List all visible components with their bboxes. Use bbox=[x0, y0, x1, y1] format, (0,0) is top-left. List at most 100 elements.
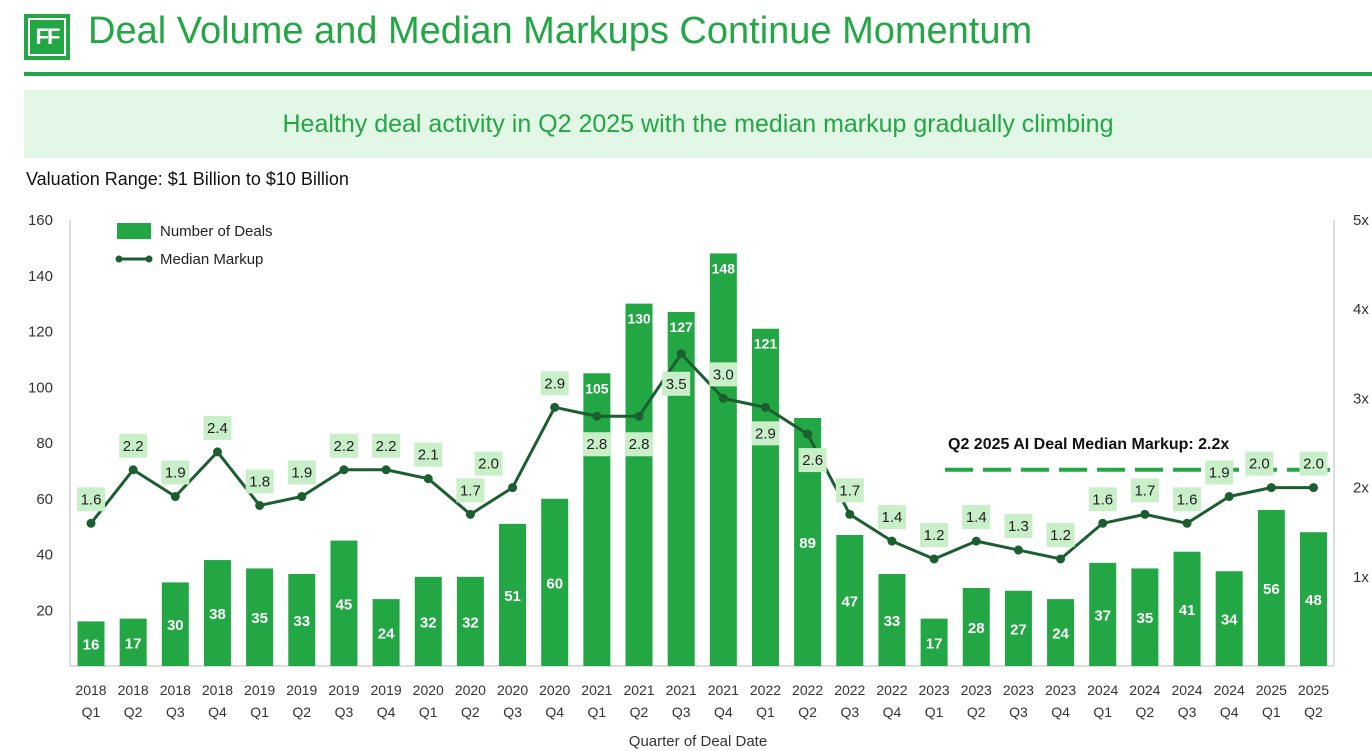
markup-value-label: 1.4 bbox=[882, 509, 903, 526]
y-tick-label-right: 3x bbox=[1353, 390, 1369, 407]
x-tick-label-quarter: Q4 bbox=[545, 704, 564, 720]
markup-value-label: 3.5 bbox=[666, 376, 687, 393]
markup-label-bg bbox=[329, 433, 358, 458]
markup-value-label: 1.9 bbox=[165, 465, 186, 482]
bar-value-label: 32 bbox=[420, 614, 437, 631]
logo-text: FF bbox=[28, 18, 66, 56]
x-tick-label-quarter: Q2 bbox=[124, 704, 143, 720]
bar bbox=[246, 568, 274, 666]
markup-label-bg bbox=[1299, 451, 1328, 476]
x-tick-label-year: 2020 bbox=[413, 682, 444, 698]
markup-point bbox=[634, 411, 644, 421]
bar bbox=[1300, 532, 1327, 666]
bar bbox=[119, 618, 147, 666]
markup-point bbox=[1182, 518, 1192, 528]
markup-point bbox=[508, 483, 518, 493]
annotation-label: Q2 2025 AI Deal Median Markup: 2.2x bbox=[948, 436, 1229, 453]
markup-value-label: 2.4 bbox=[207, 420, 228, 437]
markup-value-label: 2.0 bbox=[1303, 456, 1324, 473]
bar-value-label: 33 bbox=[293, 613, 310, 630]
markup-point bbox=[212, 447, 222, 457]
markup-point bbox=[1266, 483, 1276, 493]
bar-value-label: 45 bbox=[336, 596, 353, 613]
x-tick-label-year: 2022 bbox=[876, 682, 907, 698]
x-tick-label-year: 2022 bbox=[792, 682, 823, 698]
y-tick-label-left: 140 bbox=[28, 268, 53, 285]
bar-value-label: 37 bbox=[1094, 607, 1111, 624]
x-tick-label-year: 2018 bbox=[118, 682, 149, 698]
x-tick-label-quarter: Q3 bbox=[672, 704, 691, 720]
y-tick-label-right: 4x bbox=[1353, 301, 1369, 318]
x-tick-label-quarter: Q1 bbox=[419, 704, 438, 720]
markup-point bbox=[845, 509, 855, 519]
x-tick-label-year: 2021 bbox=[623, 682, 654, 698]
x-tick-label-year: 2025 bbox=[1298, 682, 1329, 698]
x-tick-label-year: 2020 bbox=[455, 682, 486, 698]
markup-value-label: 1.2 bbox=[1050, 527, 1071, 544]
x-tick-label-year: 2019 bbox=[244, 682, 275, 698]
bar bbox=[1004, 590, 1032, 666]
markup-label-bg bbox=[835, 478, 864, 503]
bar bbox=[414, 576, 442, 666]
markup-value-label: 2.6 bbox=[802, 452, 823, 469]
y-tick-label-left: 80 bbox=[36, 435, 53, 452]
markup-label-bg bbox=[372, 433, 401, 458]
markup-value-label: 3.0 bbox=[713, 366, 734, 383]
markup-value-label: 2.8 bbox=[629, 436, 650, 453]
bar bbox=[1173, 551, 1201, 666]
bar bbox=[1215, 571, 1243, 666]
markup-label-bg bbox=[77, 487, 105, 512]
markup-label-bg bbox=[161, 460, 190, 485]
markup-label-bg bbox=[1245, 451, 1274, 476]
title-divider bbox=[24, 72, 1372, 76]
x-tick-label-quarter: Q3 bbox=[1178, 704, 1197, 720]
x-tick-label-year: 2024 bbox=[1087, 682, 1118, 698]
x-tick-label-quarter: Q3 bbox=[503, 704, 522, 720]
bar-value-label: 89 bbox=[799, 535, 816, 552]
x-tick-label-quarter: Q4 bbox=[1051, 704, 1070, 720]
markup-label-bg bbox=[1173, 487, 1202, 512]
x-tick-label-year: 2020 bbox=[497, 682, 528, 698]
x-tick-label-year: 2021 bbox=[581, 682, 612, 698]
x-tick-label-quarter: Q3 bbox=[1009, 704, 1028, 720]
bar-value-label: 27 bbox=[1010, 621, 1027, 638]
markup-point bbox=[1098, 518, 1108, 528]
bar bbox=[920, 618, 948, 666]
bar-value-label: 41 bbox=[1179, 602, 1196, 619]
x-tick-label-year: 2022 bbox=[834, 682, 865, 698]
x-tick-label-year: 2019 bbox=[328, 682, 359, 698]
markup-label-bg bbox=[414, 442, 443, 467]
markup-value-label: 1.7 bbox=[1134, 482, 1155, 499]
markup-value-label: 2.1 bbox=[418, 447, 439, 464]
x-tick-label-year: 2018 bbox=[75, 682, 106, 698]
markup-value-label: 2.8 bbox=[586, 436, 607, 453]
markup-label-bg bbox=[1004, 514, 1033, 539]
bar-value-label: 30 bbox=[167, 617, 184, 634]
markup-value-label: 1.7 bbox=[460, 482, 481, 499]
x-tick-label-quarter: Q4 bbox=[883, 704, 902, 720]
markup-value-label: 2.0 bbox=[478, 456, 499, 473]
markup-point bbox=[423, 474, 433, 484]
markup-point bbox=[170, 492, 180, 502]
markup-label-bg bbox=[245, 469, 274, 494]
legend-bar-swatch bbox=[117, 223, 151, 239]
markup-point bbox=[255, 500, 265, 510]
x-tick-label-quarter: Q1 bbox=[82, 704, 101, 720]
markup-point bbox=[1013, 545, 1023, 555]
x-axis-title: Quarter of Deal Date bbox=[629, 733, 767, 750]
markup-point bbox=[887, 536, 897, 546]
markup-value-label: 1.7 bbox=[839, 482, 860, 499]
bar bbox=[751, 328, 779, 666]
x-tick-label-year: 2023 bbox=[961, 682, 992, 698]
bar bbox=[77, 621, 105, 666]
markup-label-bg bbox=[798, 448, 827, 473]
bar bbox=[583, 373, 611, 666]
markup-label-bg bbox=[1205, 460, 1234, 485]
bar-value-label: 32 bbox=[462, 614, 479, 631]
x-tick-label-quarter: Q4 bbox=[377, 704, 396, 720]
markup-point bbox=[381, 465, 391, 475]
y-tick-label-left: 60 bbox=[36, 491, 53, 508]
x-tick-label-quarter: Q4 bbox=[208, 704, 227, 720]
markup-point bbox=[1056, 554, 1066, 564]
bar-value-label: 35 bbox=[251, 610, 268, 627]
